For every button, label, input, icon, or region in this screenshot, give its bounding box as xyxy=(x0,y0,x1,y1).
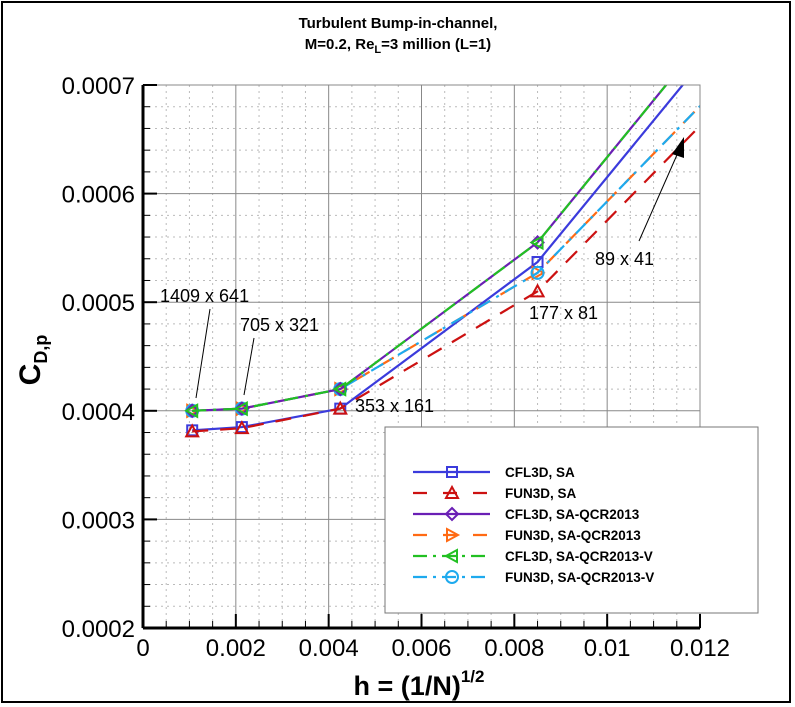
annotation-177x81: 177 x 81 xyxy=(529,303,598,323)
legend-label: CFL3D, SA xyxy=(505,465,575,480)
y-tick-label: 0.0007 xyxy=(62,73,135,100)
y-tick-label: 0.0005 xyxy=(62,290,135,317)
annotation-353x161: 353 x 161 xyxy=(355,396,434,416)
x-tick-label: 0.008 xyxy=(484,635,544,662)
series-layer xyxy=(184,85,700,438)
x-tick-label: 0.004 xyxy=(299,635,359,662)
legend-entry: CFL3D, SA xyxy=(413,465,575,480)
series-cfl3d-sa-qcr2013 xyxy=(184,85,668,419)
annotation-1409x641: 1409 x 641 xyxy=(160,286,249,306)
series-fun3d-sa-qcr2013-v xyxy=(185,104,700,418)
legend-label: CFL3D, SA-QCR2013 xyxy=(505,507,640,522)
y-tick-label: 0.0002 xyxy=(62,616,135,643)
legend-label: FUN3D, SA-QCR2013 xyxy=(505,528,641,543)
minor-gridlines xyxy=(143,85,700,628)
legend-entry: FUN3D, SA-QCR2013 xyxy=(413,527,641,543)
legend-label: FUN3D, SA xyxy=(505,486,577,501)
chart-subtitle: M=0.2, ReL=3 million (L=1) xyxy=(305,36,491,56)
y-tick-label: 0.0004 xyxy=(62,399,135,426)
legend-entry: CFL3D, SA-QCR2013 xyxy=(413,506,640,522)
y-tick-label: 0.0006 xyxy=(62,182,135,209)
axes xyxy=(141,84,701,630)
legend-label: FUN3D, SA-QCR2013-V xyxy=(505,570,654,585)
y-axis-title: CD,p xyxy=(14,335,51,386)
x-tick-label: 0.01 xyxy=(584,635,631,662)
annotation-89x41: 89 x 41 xyxy=(595,249,654,269)
series-fun3d-sa-qcr2013 xyxy=(186,104,700,419)
x-tick-label: 0 xyxy=(136,635,149,662)
legend-entry: FUN3D, SA-QCR2013-V xyxy=(413,570,654,585)
grid-size-annotations: 1409 x 641 705 x 321 353 x 161 177 x 81 … xyxy=(160,137,684,416)
x-tick-label: 0.002 xyxy=(206,635,266,662)
series-cfl3d-sa-qcr2013-v xyxy=(184,85,668,419)
legend-label: CFL3D, SA-QCR2013-V xyxy=(505,549,653,564)
svg-text:CD,p: CD,p xyxy=(14,335,51,386)
legend: CFL3D, SA FUN3D, SA CFL3D, SA-QCR2013 FUN3D… xyxy=(384,426,759,614)
legend-entry: FUN3D, SA xyxy=(413,484,577,501)
x-axis-title: h = (1/N)1/2 xyxy=(354,667,485,701)
chart-title: Turbulent Bump-in-channel, xyxy=(299,15,498,32)
legend-entry: CFL3D, SA-QCR2013-V xyxy=(413,548,653,564)
x-tick-label: 0.006 xyxy=(391,635,451,662)
annotation-705x321: 705 x 321 xyxy=(240,315,319,335)
tick-labels: 0 0.002 0.004 0.006 0.008 0.01 0.012 0.0002 0.00… xyxy=(62,73,730,662)
y-tick-label: 0.0003 xyxy=(62,507,135,534)
series-fun3d-sa xyxy=(184,124,700,438)
x-tick-label: 0.012 xyxy=(670,635,730,662)
